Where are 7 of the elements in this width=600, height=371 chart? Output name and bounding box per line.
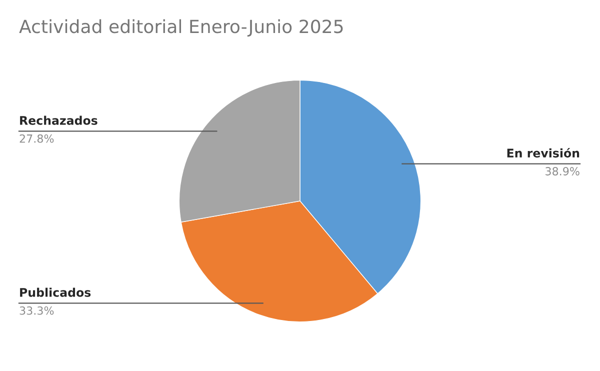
slice-label: En revisión bbox=[507, 148, 580, 158]
slice-label: Rechazados bbox=[20, 116, 98, 125]
data-label: 33.3% bbox=[20, 306, 54, 315]
chart-title: Actividad editorial Enero-Junio 2025 bbox=[19, 19, 343, 37]
slice-label: Publicados bbox=[20, 288, 91, 297]
data-label: 27.8% bbox=[20, 134, 54, 143]
data-label: 38.9% bbox=[546, 167, 580, 176]
